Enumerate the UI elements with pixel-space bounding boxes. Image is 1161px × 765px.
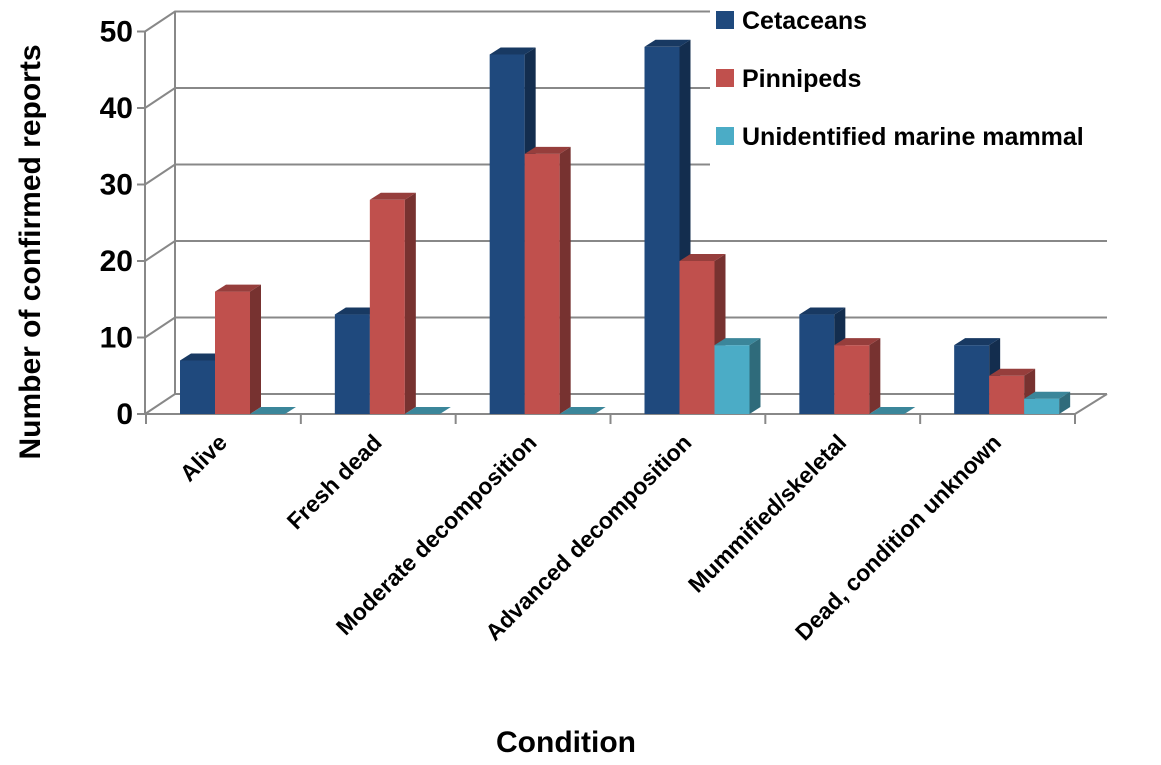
gridline: [144, 316, 1107, 339]
bar-front: [989, 375, 1025, 414]
legend-label: Cetaceans: [742, 7, 867, 35]
bar: [369, 192, 416, 414]
bar-top: [215, 284, 261, 292]
x-axis-title: Condition: [496, 726, 636, 759]
bar-top: [644, 39, 691, 47]
bar-top: [489, 47, 536, 55]
bar-top: [954, 338, 1001, 346]
bar-side: [869, 338, 881, 414]
bar-front: [799, 314, 835, 414]
bar: [250, 407, 296, 414]
bar: [679, 254, 726, 414]
y-tick-label: 40: [100, 92, 133, 125]
bar-top: [180, 353, 226, 361]
bar-top: [524, 146, 571, 154]
bar-top: [559, 407, 606, 414]
bar-top: [1024, 391, 1071, 399]
bar-side: [1059, 391, 1071, 414]
legend: Cetaceans Pinnipeds Unidentified marine ma…: [710, 0, 1155, 168]
bar-front: [644, 46, 680, 415]
legend-background: [710, 0, 1155, 168]
legend-label: Unidentified marine mammal: [742, 123, 1084, 151]
legend-item: Cetaceans: [716, 7, 867, 35]
bar-front: [334, 314, 370, 414]
bar-front: [1024, 398, 1060, 414]
bar-top: [834, 338, 881, 346]
bar-front: [215, 291, 250, 414]
bar: [559, 407, 606, 414]
bar-top: [869, 407, 916, 414]
bar: [404, 407, 451, 414]
y-tick-label: 0: [116, 398, 133, 431]
y-axis-title: Number of confirmed reports: [14, 44, 47, 459]
bar-front: [714, 345, 750, 414]
legend-swatch: [716, 127, 734, 145]
legend-label: Pinnipeds: [742, 65, 861, 93]
legend-swatch: [716, 11, 734, 29]
bar-front: [369, 199, 405, 414]
bar-top: [250, 407, 296, 414]
bar-top: [334, 307, 381, 315]
bar-front: [679, 261, 715, 414]
bar-top: [799, 307, 846, 315]
bar-top: [714, 338, 761, 346]
bar-side: [559, 146, 571, 414]
bar: [524, 146, 571, 414]
bar: [215, 284, 261, 414]
bar-top: [404, 407, 451, 414]
bar: [869, 407, 916, 414]
x-tick-label: Fresh dead: [282, 429, 387, 534]
x-tick-label: Alive: [175, 429, 232, 486]
y-tick-label: 10: [100, 322, 133, 355]
bar-front: [954, 345, 990, 414]
bar: [834, 338, 881, 414]
bar-side: [404, 192, 416, 414]
legend-swatch: [716, 69, 734, 87]
y-tick-label: 30: [100, 169, 133, 202]
bar-front: [834, 345, 870, 414]
bar-front: [180, 360, 215, 414]
bar-side: [250, 284, 261, 414]
bar-front: [524, 153, 560, 414]
bars: [180, 39, 1071, 415]
bar: [1024, 391, 1071, 414]
bar-top: [369, 192, 416, 200]
y-tick-label: 50: [100, 16, 133, 49]
legend-item: Unidentified marine mammal: [716, 123, 1084, 151]
legend-item: Pinnipeds: [716, 65, 861, 93]
bar: [714, 338, 761, 414]
bar-top: [679, 254, 726, 261]
bar-top: [989, 368, 1036, 376]
axes: [137, 11, 1108, 424]
bar-side: [749, 338, 761, 414]
bar-front: [489, 54, 525, 414]
gridline: [144, 240, 1107, 262]
y-tick-label: 20: [100, 245, 133, 278]
x-tick-label: Mummified/skeletal: [683, 429, 851, 597]
